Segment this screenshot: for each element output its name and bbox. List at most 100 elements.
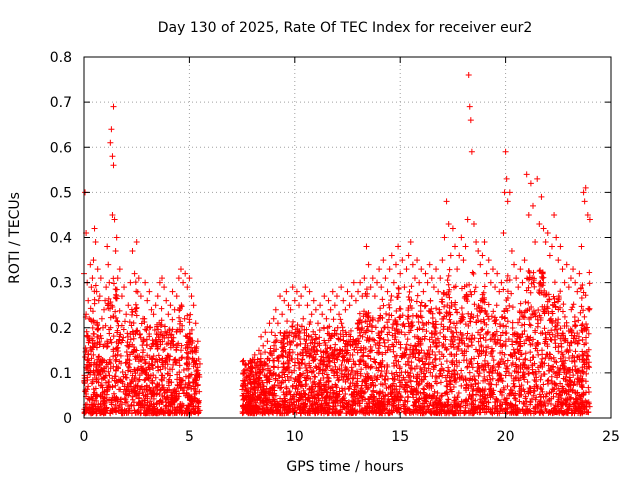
roti-sample (123, 399, 130, 405)
data-point (300, 315, 307, 322)
roti-sample (572, 323, 578, 330)
roti-sample (519, 322, 525, 329)
roti-sample (459, 305, 465, 311)
roti-sample (133, 301, 139, 308)
data-point (485, 257, 492, 264)
roti-sample (107, 336, 114, 343)
data-point (443, 198, 450, 205)
roti-sample (126, 364, 132, 371)
roti-sample (90, 386, 97, 392)
data-point (112, 248, 119, 255)
roti-sample (466, 369, 473, 376)
data-point (340, 297, 347, 304)
roti-sample (95, 334, 101, 340)
roti-sample (98, 376, 105, 382)
data-point (95, 297, 102, 304)
data-point (414, 257, 421, 264)
roti-sample (119, 380, 126, 386)
data-point (578, 243, 585, 250)
roti-sample (154, 323, 160, 330)
roti-sample (110, 333, 117, 339)
x-tick-label: 5 (185, 429, 194, 445)
roti-sample (124, 330, 131, 337)
roti-sample (132, 279, 139, 285)
roti-sample (92, 340, 98, 347)
data-point (445, 220, 452, 227)
data-point (460, 257, 467, 264)
roti-sample (130, 387, 137, 394)
roti-sample (169, 392, 175, 399)
data-point (146, 288, 153, 295)
data-point (175, 275, 182, 282)
roti-sample (557, 288, 564, 295)
roti-sample (109, 383, 116, 390)
roti-sample (97, 332, 104, 339)
roti-sample (177, 306, 183, 312)
roti-sample (173, 329, 180, 335)
data-point (572, 279, 579, 286)
roti-sample (382, 343, 388, 350)
roti-sample (143, 342, 150, 349)
data-point (384, 288, 391, 295)
roti-sample (148, 387, 154, 394)
roti-sample (181, 367, 187, 373)
roti-sample (152, 341, 158, 347)
roti-sample (85, 332, 91, 339)
data-point (291, 297, 298, 304)
roti-sample (446, 316, 453, 323)
roti-sample (97, 393, 104, 399)
roti-sample (185, 407, 191, 414)
roti-sample (168, 379, 175, 386)
roti-sample (190, 403, 196, 410)
data-point (420, 288, 427, 295)
roti-sample (168, 344, 174, 351)
data-point (190, 302, 197, 309)
roti-sample (270, 364, 277, 371)
roti-sample (187, 311, 194, 318)
data-point (390, 279, 397, 286)
roti-sample (417, 302, 424, 309)
roti-sample (446, 294, 453, 301)
roti-sample (415, 319, 422, 325)
data-point (523, 171, 530, 178)
data-point (106, 279, 113, 286)
roti-sample (166, 386, 172, 393)
roti-sample (419, 314, 425, 321)
roti-sample (176, 357, 183, 363)
data-point (308, 311, 315, 318)
roti-sample (490, 308, 497, 315)
data-point (310, 297, 317, 304)
roti-sample (112, 308, 118, 315)
roti-sample (152, 359, 158, 365)
data-point (114, 275, 121, 282)
roti-sample (509, 319, 516, 326)
roti-sample (470, 364, 476, 371)
data-point (317, 302, 324, 309)
roti-sample (84, 361, 90, 368)
data-point (331, 302, 338, 309)
roti-sample (375, 318, 381, 324)
roti-sample (445, 281, 452, 288)
roti-sample (400, 321, 407, 327)
roti-sample (539, 351, 545, 358)
roti-sample (146, 331, 153, 337)
roti-sample (150, 353, 157, 359)
roti-sample (129, 349, 135, 355)
roti-sample (338, 320, 345, 327)
roti-sample (89, 395, 95, 402)
roti-sample (116, 308, 123, 314)
roti-sample (131, 407, 138, 414)
data-point (92, 239, 99, 246)
roti-sample (170, 388, 176, 394)
y-tick-label: 0.6 (50, 140, 72, 156)
roti-sample (447, 319, 454, 325)
roti-sample (132, 382, 139, 388)
roti-sample (445, 396, 451, 403)
roti-sample (143, 387, 150, 393)
data-point (500, 229, 507, 236)
roti-sample (94, 356, 100, 363)
roti-sample (169, 338, 176, 345)
roti-sample (182, 333, 189, 339)
y-axis-label: ROTI / TECUs (7, 192, 23, 284)
roti-sample (146, 402, 153, 409)
